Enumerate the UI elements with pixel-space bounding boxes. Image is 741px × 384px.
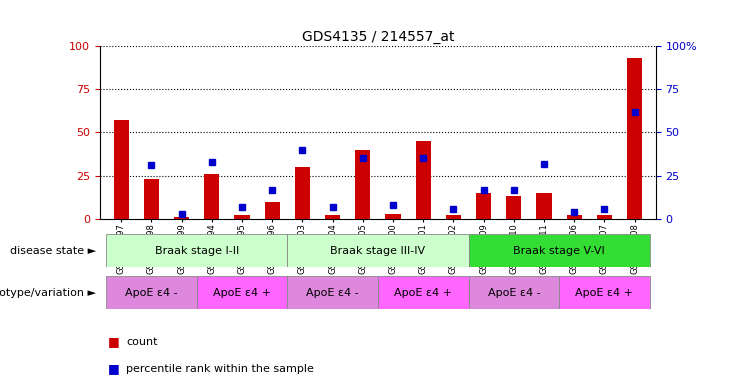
Bar	[567, 215, 582, 219]
Bar	[416, 141, 431, 219]
Text: Braak stage I-II: Braak stage I-II	[155, 245, 239, 256]
Bar	[196, 276, 288, 309]
Text: ApoE ε4 -: ApoE ε4 -	[306, 288, 359, 298]
Bar	[597, 215, 612, 219]
Text: count: count	[126, 337, 158, 347]
Text: ■: ■	[107, 335, 119, 348]
Bar	[113, 121, 129, 219]
Text: ■: ■	[107, 362, 119, 375]
Title: GDS4135 / 214557_at: GDS4135 / 214557_at	[302, 30, 454, 44]
Bar	[234, 215, 250, 219]
Text: genotype/variation ►: genotype/variation ►	[0, 288, 96, 298]
Bar	[536, 193, 551, 219]
Bar	[559, 276, 650, 309]
Bar	[325, 215, 340, 219]
Bar	[295, 167, 310, 219]
Text: disease state ►: disease state ►	[10, 245, 96, 256]
Text: ApoE ε4 +: ApoE ε4 +	[576, 288, 634, 298]
Text: Braak stage V-VI: Braak stage V-VI	[514, 245, 605, 256]
Text: ApoE ε4 -: ApoE ε4 -	[125, 288, 178, 298]
Bar	[355, 150, 370, 219]
Text: ApoE ε4 -: ApoE ε4 -	[488, 288, 540, 298]
Bar	[468, 234, 650, 267]
Text: ApoE ε4 +: ApoE ε4 +	[213, 288, 271, 298]
Text: Braak stage III-IV: Braak stage III-IV	[330, 245, 425, 256]
Bar	[288, 276, 378, 309]
Bar	[144, 179, 159, 219]
Bar	[468, 276, 559, 309]
Bar	[106, 276, 196, 309]
Bar	[506, 197, 522, 219]
Bar	[288, 234, 468, 267]
Bar	[446, 215, 461, 219]
Bar	[476, 193, 491, 219]
Bar	[627, 58, 642, 219]
Bar	[205, 174, 219, 219]
Bar	[174, 217, 189, 219]
Bar	[378, 276, 468, 309]
Bar	[385, 214, 401, 219]
Text: ApoE ε4 +: ApoE ε4 +	[394, 288, 452, 298]
Bar	[106, 234, 288, 267]
Bar	[265, 202, 280, 219]
Text: percentile rank within the sample: percentile rank within the sample	[126, 364, 314, 374]
